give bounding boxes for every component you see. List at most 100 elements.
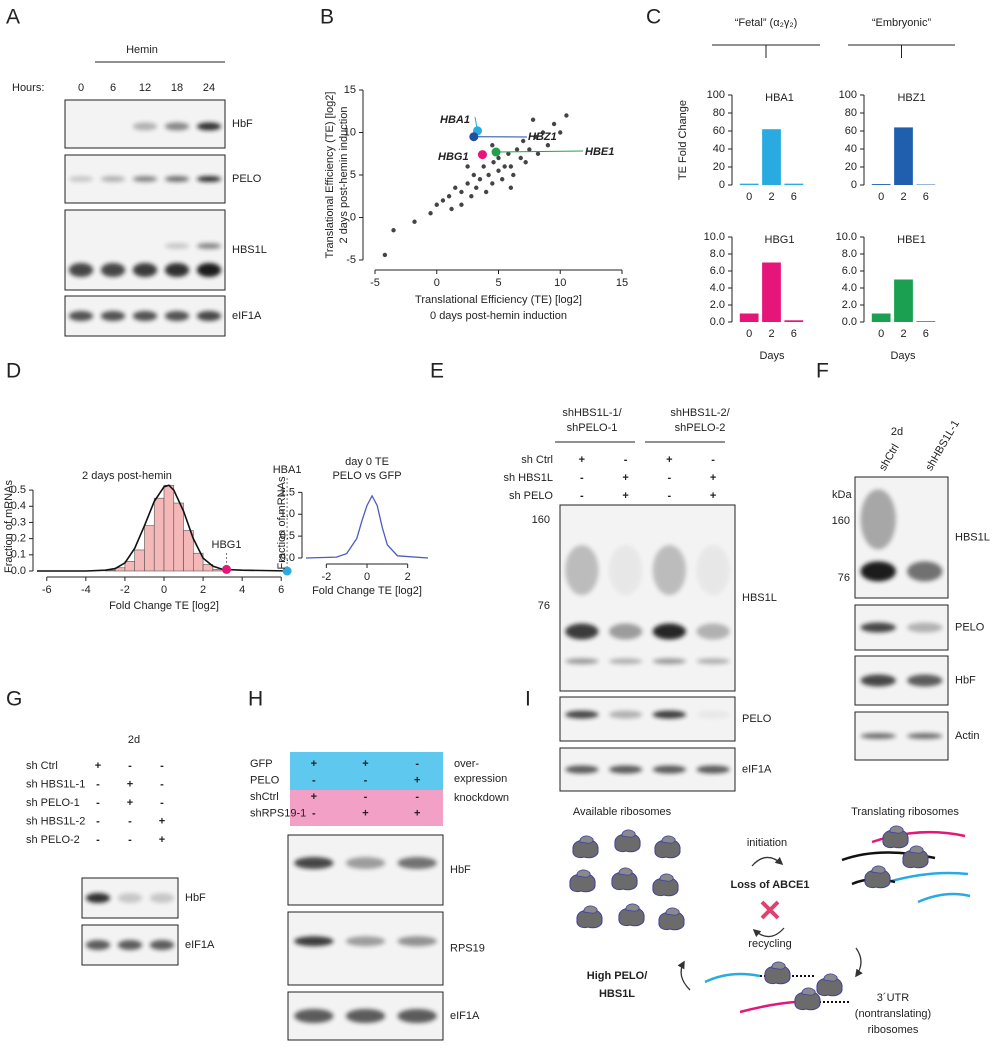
bar: [784, 183, 804, 185]
sign: -: [160, 778, 164, 790]
point: [412, 219, 417, 224]
sign: +: [414, 807, 420, 819]
blot-band: [860, 622, 896, 633]
ribosome: [795, 988, 820, 1010]
ribosome: [615, 830, 640, 852]
x-axis-label: Days: [759, 350, 785, 362]
row-label: PELO: [250, 774, 280, 786]
knockdown-band: [290, 790, 443, 826]
point: [382, 252, 388, 258]
y-tick-label: 4.0: [842, 282, 857, 294]
y-tick-label: 20: [845, 161, 857, 173]
blot-band: [609, 765, 643, 774]
blot-band: [345, 1009, 386, 1023]
header: “Embryonic”: [872, 17, 932, 29]
label: High PELO/: [587, 970, 648, 982]
blot-band: [164, 311, 190, 321]
sign: -: [668, 490, 672, 502]
point: [496, 168, 501, 173]
x-tick-label: 2: [200, 584, 206, 596]
sign: -: [312, 807, 316, 819]
blot-band: [100, 263, 126, 277]
blot: [64, 209, 226, 291]
row-label: sh HBS1L: [503, 472, 553, 484]
header: 2d: [891, 426, 903, 438]
blot-band: [164, 122, 190, 131]
blot-band: [132, 263, 158, 277]
blot-band: [196, 122, 222, 131]
blot-band: [907, 561, 943, 582]
highlight-label: HBE1: [585, 146, 614, 158]
x-tick-label: 6: [278, 584, 284, 596]
x-tick-label: 0: [746, 191, 752, 203]
point: [535, 151, 541, 156]
y-tick-label: 6.0: [710, 265, 725, 277]
histogram-bar: [124, 560, 135, 572]
panel-label: G: [6, 688, 22, 711]
x-axis-label: Fold Change TE [log2]: [109, 600, 219, 612]
sign: -: [96, 778, 100, 790]
point: [490, 143, 495, 148]
label: Loss of ABCE1: [730, 879, 809, 891]
sign: +: [579, 454, 585, 466]
y-tick-label: 2.0: [842, 299, 857, 311]
blot-label: HbF: [232, 118, 253, 130]
sign: -: [128, 760, 132, 772]
sign: -: [580, 490, 584, 502]
chart-title: HBG1: [765, 234, 795, 246]
blot-band: [196, 176, 222, 182]
point: [540, 130, 546, 135]
blot-band: [860, 561, 896, 582]
blot-band: [68, 311, 94, 321]
blot-label: Actin: [955, 730, 979, 742]
panel-label: C: [646, 6, 661, 29]
x-tick-label: 2: [900, 328, 906, 340]
blot-band: [860, 733, 896, 739]
blot-band: [100, 176, 126, 182]
point: [511, 172, 516, 178]
x-axis-label: Translational Efficiency (TE) [log2]: [415, 294, 582, 306]
histogram-bar: [193, 552, 204, 572]
line: [305, 494, 429, 559]
x-tick-label: 2: [405, 571, 411, 583]
point: [521, 138, 526, 144]
point: [518, 155, 523, 161]
blot-band: [397, 857, 437, 869]
x-tick-label: 6: [923, 328, 929, 340]
row-label: sh Ctrl: [26, 760, 58, 772]
point: [496, 155, 501, 161]
ribosome: [765, 962, 790, 984]
highlight-point: [491, 147, 501, 157]
x-tick-label: 6: [923, 191, 929, 203]
y-tick-label: 40: [713, 143, 725, 155]
label: HBS1L: [599, 988, 635, 1000]
y-tick-label: 15: [344, 84, 356, 96]
y-tick-label: 100: [839, 89, 857, 101]
y-axis-label: 2 days post-hemin induction: [338, 107, 350, 244]
x-tick-label: -2: [120, 584, 130, 596]
blot-label: eIF1A: [185, 939, 215, 951]
mrna: [704, 972, 761, 984]
sign: -: [415, 791, 419, 803]
blot-band: [85, 940, 111, 950]
y-tick-label: 10: [344, 126, 356, 138]
histogram-bar: [153, 497, 165, 572]
column-label: shPELO-2: [675, 422, 726, 434]
blot-band: [860, 674, 896, 687]
blot-label: HbF: [185, 892, 206, 904]
y-tick-label: 80: [845, 107, 857, 119]
blot-band: [652, 658, 686, 665]
x-tick-label: 2: [768, 328, 774, 340]
blot-label: HbF: [955, 674, 976, 686]
highlight-label: HBA1: [440, 114, 470, 126]
row-label: sh Ctrl: [521, 454, 553, 466]
sign: -: [128, 834, 132, 846]
blot-band: [345, 857, 386, 869]
blot-label: PELO: [232, 173, 262, 185]
schematic: [570, 826, 971, 1014]
chart-title: PELO vs GFP: [332, 470, 401, 482]
x-tick-label: -6: [42, 584, 52, 596]
y-tick-label: 0: [719, 179, 725, 191]
ribosome: [653, 874, 678, 896]
blot-band: [117, 893, 143, 903]
